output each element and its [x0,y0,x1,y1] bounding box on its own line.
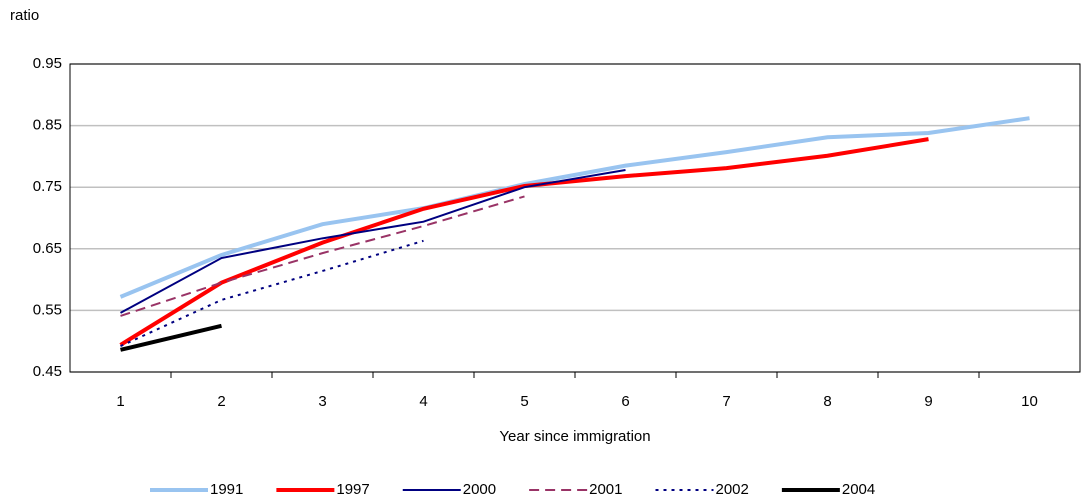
x-tick-label: 6 [621,393,629,410]
legend-label: 2002 [716,481,749,498]
y-tick-label: 0.75 [33,178,62,195]
legend-label: 2004 [842,481,875,498]
x-tick-label: 9 [924,393,932,410]
x-tick-label: 5 [520,393,528,410]
y-tick-label: 0.95 [33,55,62,72]
x-tick-label: 10 [1021,393,1038,410]
legend-label: 2000 [463,481,496,498]
x-tick-label: 7 [722,393,730,410]
x-tick-label: 4 [419,393,427,410]
x-tick-label: 3 [318,393,326,410]
x-tick-label: 2 [217,393,225,410]
y-axis-label: ratio [10,7,39,24]
legend-label: 2001 [589,481,622,498]
series-line [120,195,525,317]
series-line [120,239,424,348]
legend-label: 1991 [210,481,243,498]
legend-label: 1997 [336,481,369,498]
y-tick-label: 0.85 [33,117,62,134]
y-tick-label: 0.55 [33,301,62,318]
x-axis-label: Year since immigration [499,428,650,445]
x-tick-label: 8 [823,393,831,410]
y-tick-label: 0.65 [33,240,62,257]
x-tick-label: 1 [116,393,124,410]
series-line [119,116,1030,299]
series-line [120,323,222,352]
series-line [119,137,929,347]
y-tick-label: 0.45 [33,363,62,380]
series-line [120,168,626,314]
